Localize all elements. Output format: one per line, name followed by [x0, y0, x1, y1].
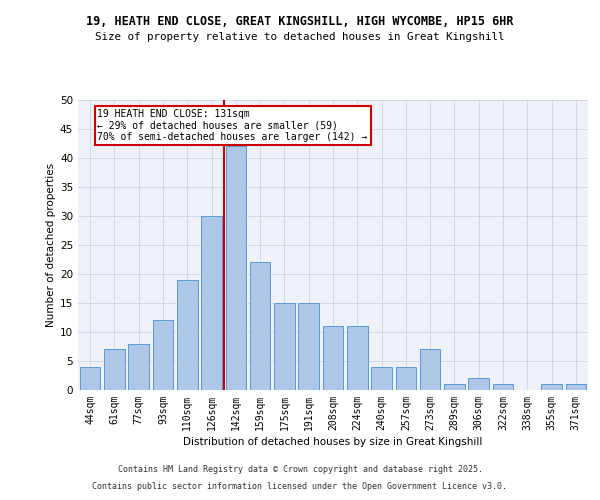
Bar	[226, 146, 246, 390]
Bar	[201, 216, 222, 390]
Bar	[493, 384, 514, 390]
Text: 19 HEATH END CLOSE: 131sqm
← 29% of detached houses are smaller (59)
70% of semi: 19 HEATH END CLOSE: 131sqm ← 29% of deta…	[97, 108, 368, 142]
Bar	[566, 384, 586, 390]
Text: 19, HEATH END CLOSE, GREAT KINGSHILL, HIGH WYCOMBE, HP15 6HR: 19, HEATH END CLOSE, GREAT KINGSHILL, HI…	[86, 15, 514, 28]
Bar	[128, 344, 149, 390]
Bar	[420, 350, 440, 390]
Bar	[104, 350, 125, 390]
Bar	[250, 262, 271, 390]
Bar	[274, 303, 295, 390]
Bar	[469, 378, 489, 390]
Y-axis label: Number of detached properties: Number of detached properties	[46, 163, 56, 327]
Text: Contains public sector information licensed under the Open Government Licence v3: Contains public sector information licen…	[92, 482, 508, 491]
Text: Contains HM Land Registry data © Crown copyright and database right 2025.: Contains HM Land Registry data © Crown c…	[118, 465, 482, 474]
Bar	[323, 326, 343, 390]
Bar	[177, 280, 197, 390]
Bar	[444, 384, 465, 390]
Bar	[541, 384, 562, 390]
Bar	[395, 367, 416, 390]
Bar	[80, 367, 100, 390]
Bar	[371, 367, 392, 390]
X-axis label: Distribution of detached houses by size in Great Kingshill: Distribution of detached houses by size …	[184, 437, 482, 447]
Bar	[347, 326, 368, 390]
Bar	[298, 303, 319, 390]
Bar	[152, 320, 173, 390]
Text: Size of property relative to detached houses in Great Kingshill: Size of property relative to detached ho…	[95, 32, 505, 42]
